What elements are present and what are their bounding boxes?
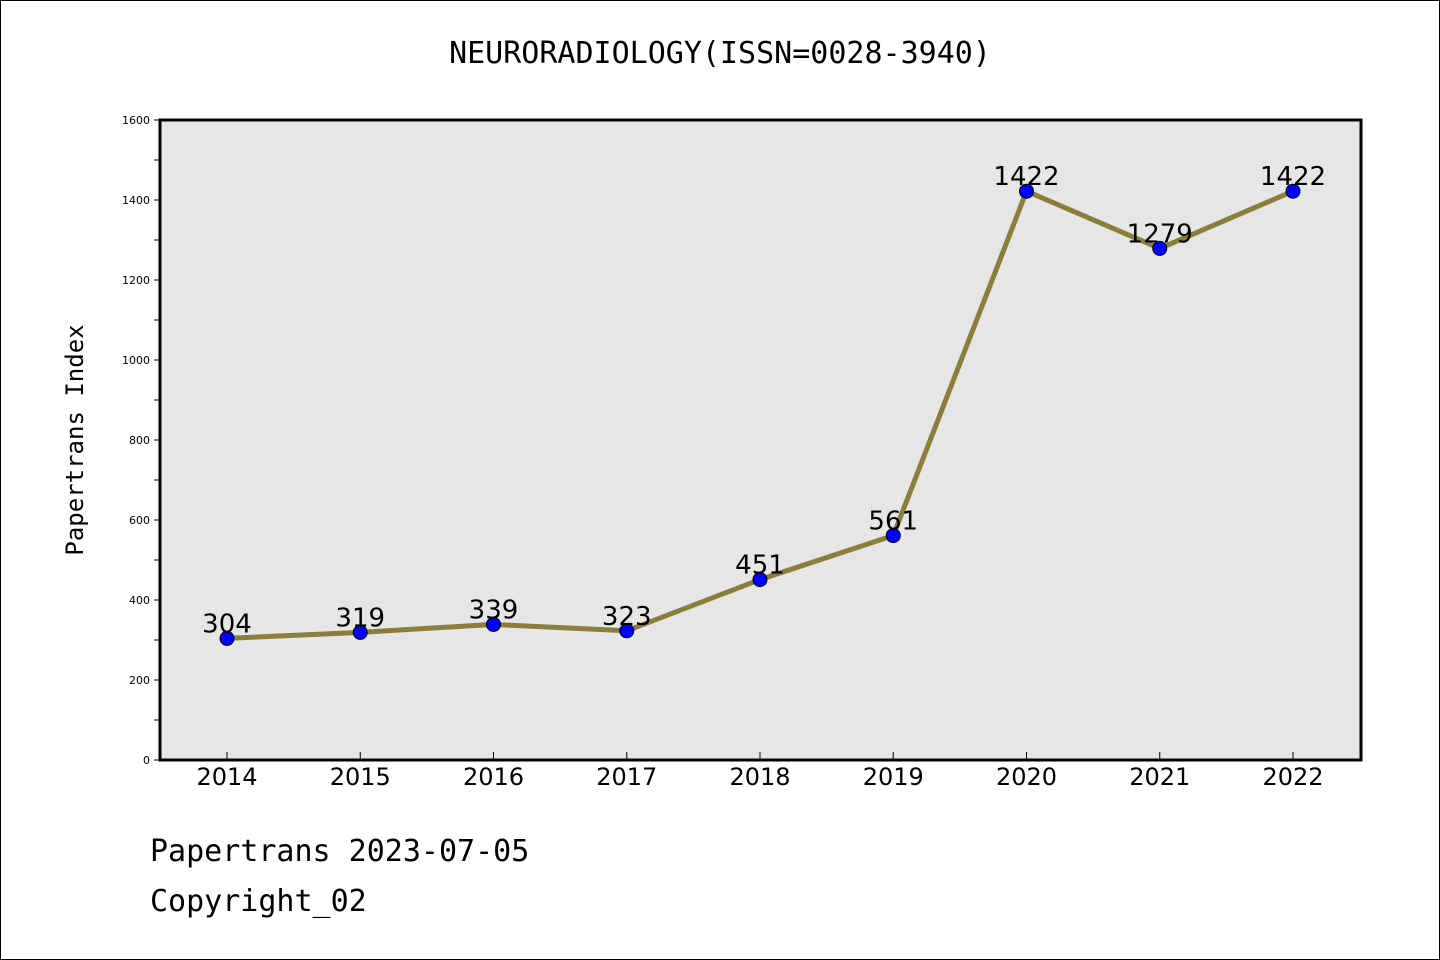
footer-date: Papertrans 2023-07-05 [150,834,530,869]
x-axis: 2014 2015 2016 2017 2018 2019 2020 2021 2022 [196,752,1324,791]
data-label: 319 [335,603,385,633]
data-point [752,572,768,588]
data-point [219,630,235,646]
data-point [885,528,901,544]
x-tick-label: 2021 [1129,763,1190,791]
data-point [352,624,368,640]
data-label: 323 [602,602,652,632]
x-tick-label: 2017 [596,763,657,791]
data-labels: 304 319 339 323 451 561 1422 1279 1422 [202,162,1326,639]
data-label: 451 [735,551,785,581]
y-tick-label: 600 [129,514,150,527]
y-tick-label: 800 [129,434,150,447]
y-tick-label: 400 [129,594,150,607]
y-tick-label: 1200 [122,274,150,287]
data-label: 339 [469,595,519,625]
plot-border [158,118,1363,762]
x-tick-label: 2016 [463,763,524,791]
data-point [1019,183,1034,199]
y-tick-label: 200 [129,674,150,687]
data-label: 1279 [1127,219,1193,249]
plot-area [160,120,1361,760]
x-tick-label: 2014 [196,763,257,791]
data-point [1285,183,1301,199]
data-point [619,623,635,639]
data-point [486,616,501,632]
y-tick-label: 1000 [122,354,150,367]
x-tick-label: 2019 [863,763,924,791]
data-point [1152,240,1168,256]
x-tick-label: 2022 [1262,763,1323,791]
y-tick-label: 1600 [122,114,150,127]
x-tick-label: 2015 [330,763,391,791]
x-tick-label: 2018 [729,763,790,791]
footer-copyright: Copyright_02 [150,884,367,919]
data-label: 304 [202,609,252,639]
series [219,183,1301,646]
chart-title: NEURORADIOLOGY(ISSN=0028-3940) [449,36,991,71]
x-tick-label: 2020 [996,763,1057,791]
y-tick-label: 0 [143,754,150,767]
y-tick-label: 1400 [122,194,150,207]
data-label: 1422 [1260,162,1326,192]
data-label: 561 [868,507,918,537]
data-label: 1422 [993,162,1059,192]
y-axis: 0 200 400 600 800 1000 1200 1400 1600 [122,114,160,767]
